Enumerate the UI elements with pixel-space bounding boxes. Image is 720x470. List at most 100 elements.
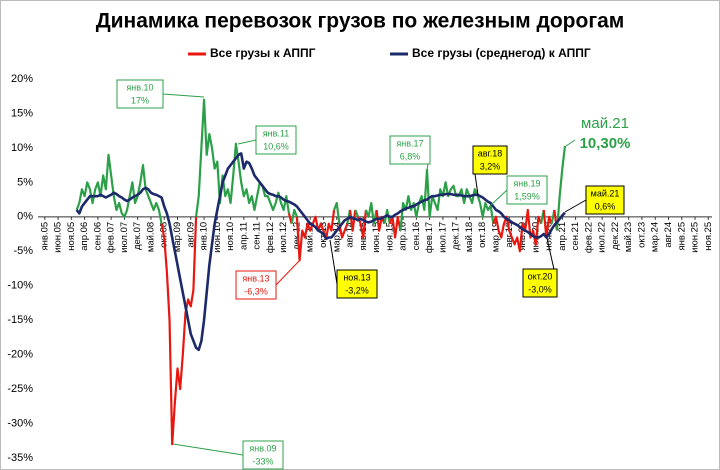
annotation-text: 0,6% — [595, 201, 616, 211]
x-tick-label: ноя.15 — [384, 222, 395, 251]
y-tick-label: -15% — [7, 314, 33, 326]
x-tick-label: июн.10 — [212, 222, 223, 253]
annotation-date: авг.18 — [478, 148, 502, 158]
series-line — [194, 98, 291, 217]
annotation-text: 10,30% — [580, 135, 631, 152]
x-tick-label: фев.12 — [265, 222, 276, 253]
annotation-date: янв.10 — [126, 82, 153, 92]
annotation-date: янв.17 — [396, 138, 423, 148]
y-tick-label: 20% — [11, 73, 33, 85]
annotation-date: янв.19 — [513, 178, 540, 188]
x-tick-label: фев.22 — [583, 222, 594, 253]
annotation-box — [522, 268, 558, 298]
x-tick-label: сен.21 — [570, 222, 581, 251]
x-tick-label: фев.07 — [106, 222, 117, 253]
annotation-box — [585, 185, 625, 215]
x-tick-label: апр.21 — [557, 222, 568, 251]
x-tick-label: сен.06 — [92, 222, 103, 251]
x-tick-label: янв.05 — [39, 222, 50, 251]
x-tick-label: янв.20 — [517, 222, 528, 251]
x-tick-label: дек.22 — [610, 222, 621, 250]
annotation-leader — [490, 189, 508, 206]
series-line — [354, 209, 359, 218]
x-tick-label: май.13 — [305, 222, 316, 252]
annotation-leader — [172, 443, 244, 456]
annotation-box — [389, 135, 431, 165]
chart-title: Динамика перевозок грузов по железным до… — [96, 10, 625, 33]
x-tick-label: апр.11 — [238, 222, 249, 250]
x-tick-label: ноя.05 — [66, 222, 77, 251]
annotation-date: янв.11 — [263, 128, 289, 138]
annotation-text: 6,8% — [400, 151, 421, 161]
x-tick-label: мар.24 — [650, 222, 661, 252]
x-tick-label: окт.18 — [477, 222, 488, 248]
annotation-date: янв.09 — [249, 443, 276, 453]
annotation-text: -3,2% — [345, 285, 369, 295]
annotation-box — [116, 79, 164, 109]
annotation-box — [336, 269, 378, 299]
annotation-text: -6,3% — [244, 286, 268, 296]
annotation-box — [255, 125, 297, 155]
x-tick-label: июл.22 — [597, 222, 608, 253]
annotation-date: май.21 — [581, 115, 629, 132]
annotation-text: 3,2% — [480, 161, 501, 171]
y-tick-label: -5% — [13, 245, 33, 257]
x-tick-label: июн.15 — [371, 222, 382, 253]
series-line — [555, 145, 567, 231]
x-tick-label: июл.12 — [278, 222, 289, 253]
x-tick-label: июл.17 — [437, 222, 448, 253]
x-tick-label: ноя.10 — [225, 222, 236, 251]
y-tick-label: -35% — [7, 452, 33, 464]
y-tick-label: 15% — [11, 107, 33, 119]
series-line — [75, 152, 566, 352]
x-tick-label: янв.25 — [676, 222, 687, 251]
y-tick-label: 10% — [11, 142, 33, 154]
x-tick-label: авг.24 — [663, 222, 674, 248]
series-line — [375, 209, 386, 232]
annotation-box — [506, 175, 548, 205]
series-line — [75, 153, 163, 224]
x-tick-label: дек.12 — [291, 222, 302, 250]
y-tick-label: -25% — [7, 383, 33, 395]
annotation-leader — [275, 259, 301, 286]
annotation-leader — [565, 139, 576, 147]
x-tick-label: дек.17 — [451, 222, 462, 250]
x-tick-label: июн.05 — [53, 222, 64, 253]
series-line — [295, 209, 336, 262]
legend-label: Все грузы (среднегод) к АППГ — [412, 46, 591, 60]
y-tick-label: 5% — [17, 176, 33, 188]
x-tick-label: ноя.20 — [544, 222, 555, 251]
annotation-box — [242, 440, 284, 470]
x-tick-label: июл.07 — [119, 222, 130, 253]
x-tick-label: дек.07 — [132, 222, 143, 250]
annotation-date: янв.13 — [242, 273, 269, 283]
y-tick-label: -20% — [7, 349, 33, 361]
x-tick-label: апр.16 — [398, 222, 409, 251]
series-line — [492, 208, 543, 253]
x-tick-label: сен.16 — [411, 222, 422, 251]
annotation-text: -33% — [252, 456, 273, 466]
x-tick-label: ноя.25 — [703, 222, 714, 251]
annotation-leader — [564, 199, 587, 213]
series-line — [160, 216, 198, 446]
x-tick-label: янв.10 — [199, 222, 210, 251]
x-tick-label: мар.14 — [331, 222, 342, 252]
annotation-leader — [329, 239, 338, 285]
series-line — [333, 201, 341, 224]
annotation-text: 10,6% — [263, 141, 289, 151]
x-tick-label: мар.09 — [172, 222, 183, 252]
series-line — [290, 208, 298, 224]
y-tick-label: -10% — [7, 280, 33, 292]
x-tick-label: авг.14 — [345, 222, 356, 248]
x-tick-label: май.08 — [145, 222, 156, 252]
series-line — [542, 209, 553, 239]
annotation-text: -3,0% — [528, 284, 552, 294]
x-tick-label: авг.09 — [185, 222, 196, 248]
x-tick-label: сен.11 — [252, 222, 263, 250]
annotation-box — [235, 270, 277, 300]
series-line — [383, 208, 391, 224]
x-tick-label: июн.25 — [690, 222, 701, 253]
x-tick-label: май.18 — [464, 222, 475, 252]
